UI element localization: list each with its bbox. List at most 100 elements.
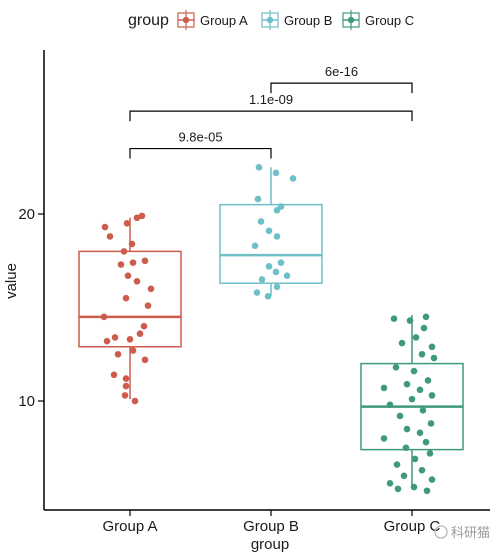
data-point [124, 272, 132, 280]
data-point [147, 285, 155, 293]
legend-items: Group A Group B Group C [177, 10, 414, 30]
data-point [418, 466, 426, 474]
data-point [114, 350, 122, 358]
data-point [140, 322, 148, 330]
data-point [144, 302, 152, 309]
y-axis-ticks: 10 20 [18, 206, 44, 410]
data-point [121, 392, 129, 399]
box-body [78, 250, 182, 348]
x-tick-label: Group C [384, 518, 441, 535]
data-point [403, 380, 411, 388]
data-point [111, 334, 119, 341]
data-point [122, 382, 130, 390]
data-point [422, 313, 430, 321]
data-point [403, 425, 411, 433]
data-point [141, 257, 149, 265]
watermark-icon [434, 525, 448, 539]
watermark: 科研猫 [434, 525, 490, 541]
legend-label: Group C [365, 13, 414, 28]
data-point [265, 263, 273, 270]
data-point [411, 455, 419, 463]
data-point [138, 212, 146, 220]
data-points [100, 163, 438, 495]
data-point [129, 259, 137, 266]
data-point [426, 450, 434, 457]
data-point [427, 420, 435, 427]
data-point [416, 429, 424, 437]
x-axis-ticks: Group A Group B Group C [102, 510, 441, 535]
boxes [78, 167, 464, 488]
bracket-line [129, 147, 272, 159]
data-point [129, 347, 137, 354]
data-point [273, 283, 281, 291]
y-tick-label: 10 [18, 393, 35, 410]
data-point [128, 240, 136, 248]
data-point [110, 371, 118, 379]
data-point [416, 386, 424, 394]
x-axis-title: group [251, 536, 289, 553]
data-point [273, 206, 281, 214]
data-point [386, 401, 394, 409]
legend-label: Group B [284, 13, 332, 28]
data-point [380, 435, 388, 442]
data-point [258, 276, 266, 283]
data-point [122, 294, 130, 302]
data-point [400, 472, 408, 480]
legend-item-2: Group B [261, 10, 332, 30]
data-point [412, 334, 420, 341]
data-point [101, 223, 109, 231]
p-value-label: 9.8e-05 [178, 130, 222, 145]
data-point [122, 375, 130, 382]
comparison-bracket: 6e-16 [270, 64, 413, 94]
data-point [430, 354, 438, 362]
data-point [428, 476, 436, 483]
data-point [419, 407, 427, 414]
data-point [423, 487, 431, 495]
data-point [424, 377, 432, 384]
points-1 [100, 212, 155, 405]
data-point [420, 324, 428, 332]
data-point [106, 233, 114, 240]
data-point [126, 335, 134, 343]
points-3 [380, 313, 438, 495]
legend-key-point [347, 16, 355, 24]
data-point [289, 175, 297, 182]
legend-label: Group A [200, 13, 248, 28]
data-point [103, 337, 111, 345]
data-point [100, 313, 108, 321]
data-point [133, 278, 141, 285]
data-point [392, 364, 400, 371]
data-point [402, 444, 410, 452]
watermark-text: 科研猫 [451, 526, 490, 541]
data-point [406, 317, 414, 324]
data-point [398, 339, 406, 347]
legend-key-point [266, 16, 274, 24]
data-point [428, 392, 436, 399]
data-point [272, 169, 280, 177]
p-value-label: 1.1e-09 [249, 92, 293, 107]
data-point [272, 268, 280, 276]
data-point [394, 485, 402, 493]
data-point [422, 438, 430, 446]
y-axis-title: value [3, 263, 20, 299]
data-point [264, 292, 272, 300]
x-tick-label: Group A [102, 518, 157, 535]
data-point [408, 395, 416, 403]
data-point [117, 261, 125, 268]
y-tick-label: 20 [18, 206, 35, 223]
data-point [251, 242, 259, 250]
comparison-bracket: 9.8e-05 [129, 130, 272, 159]
data-point [386, 479, 394, 487]
p-value-label: 6e-16 [325, 64, 358, 79]
data-point [254, 195, 262, 203]
data-point [257, 218, 265, 225]
data-point [255, 163, 263, 171]
data-point [410, 367, 418, 375]
legend-item-3: Group C [342, 10, 414, 30]
data-point [418, 350, 426, 358]
box-2 [219, 167, 323, 297]
data-point [265, 227, 273, 235]
box-body [219, 203, 323, 284]
data-point [390, 315, 398, 323]
